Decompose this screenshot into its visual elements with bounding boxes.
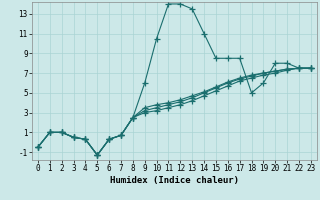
X-axis label: Humidex (Indice chaleur): Humidex (Indice chaleur) [110,176,239,185]
